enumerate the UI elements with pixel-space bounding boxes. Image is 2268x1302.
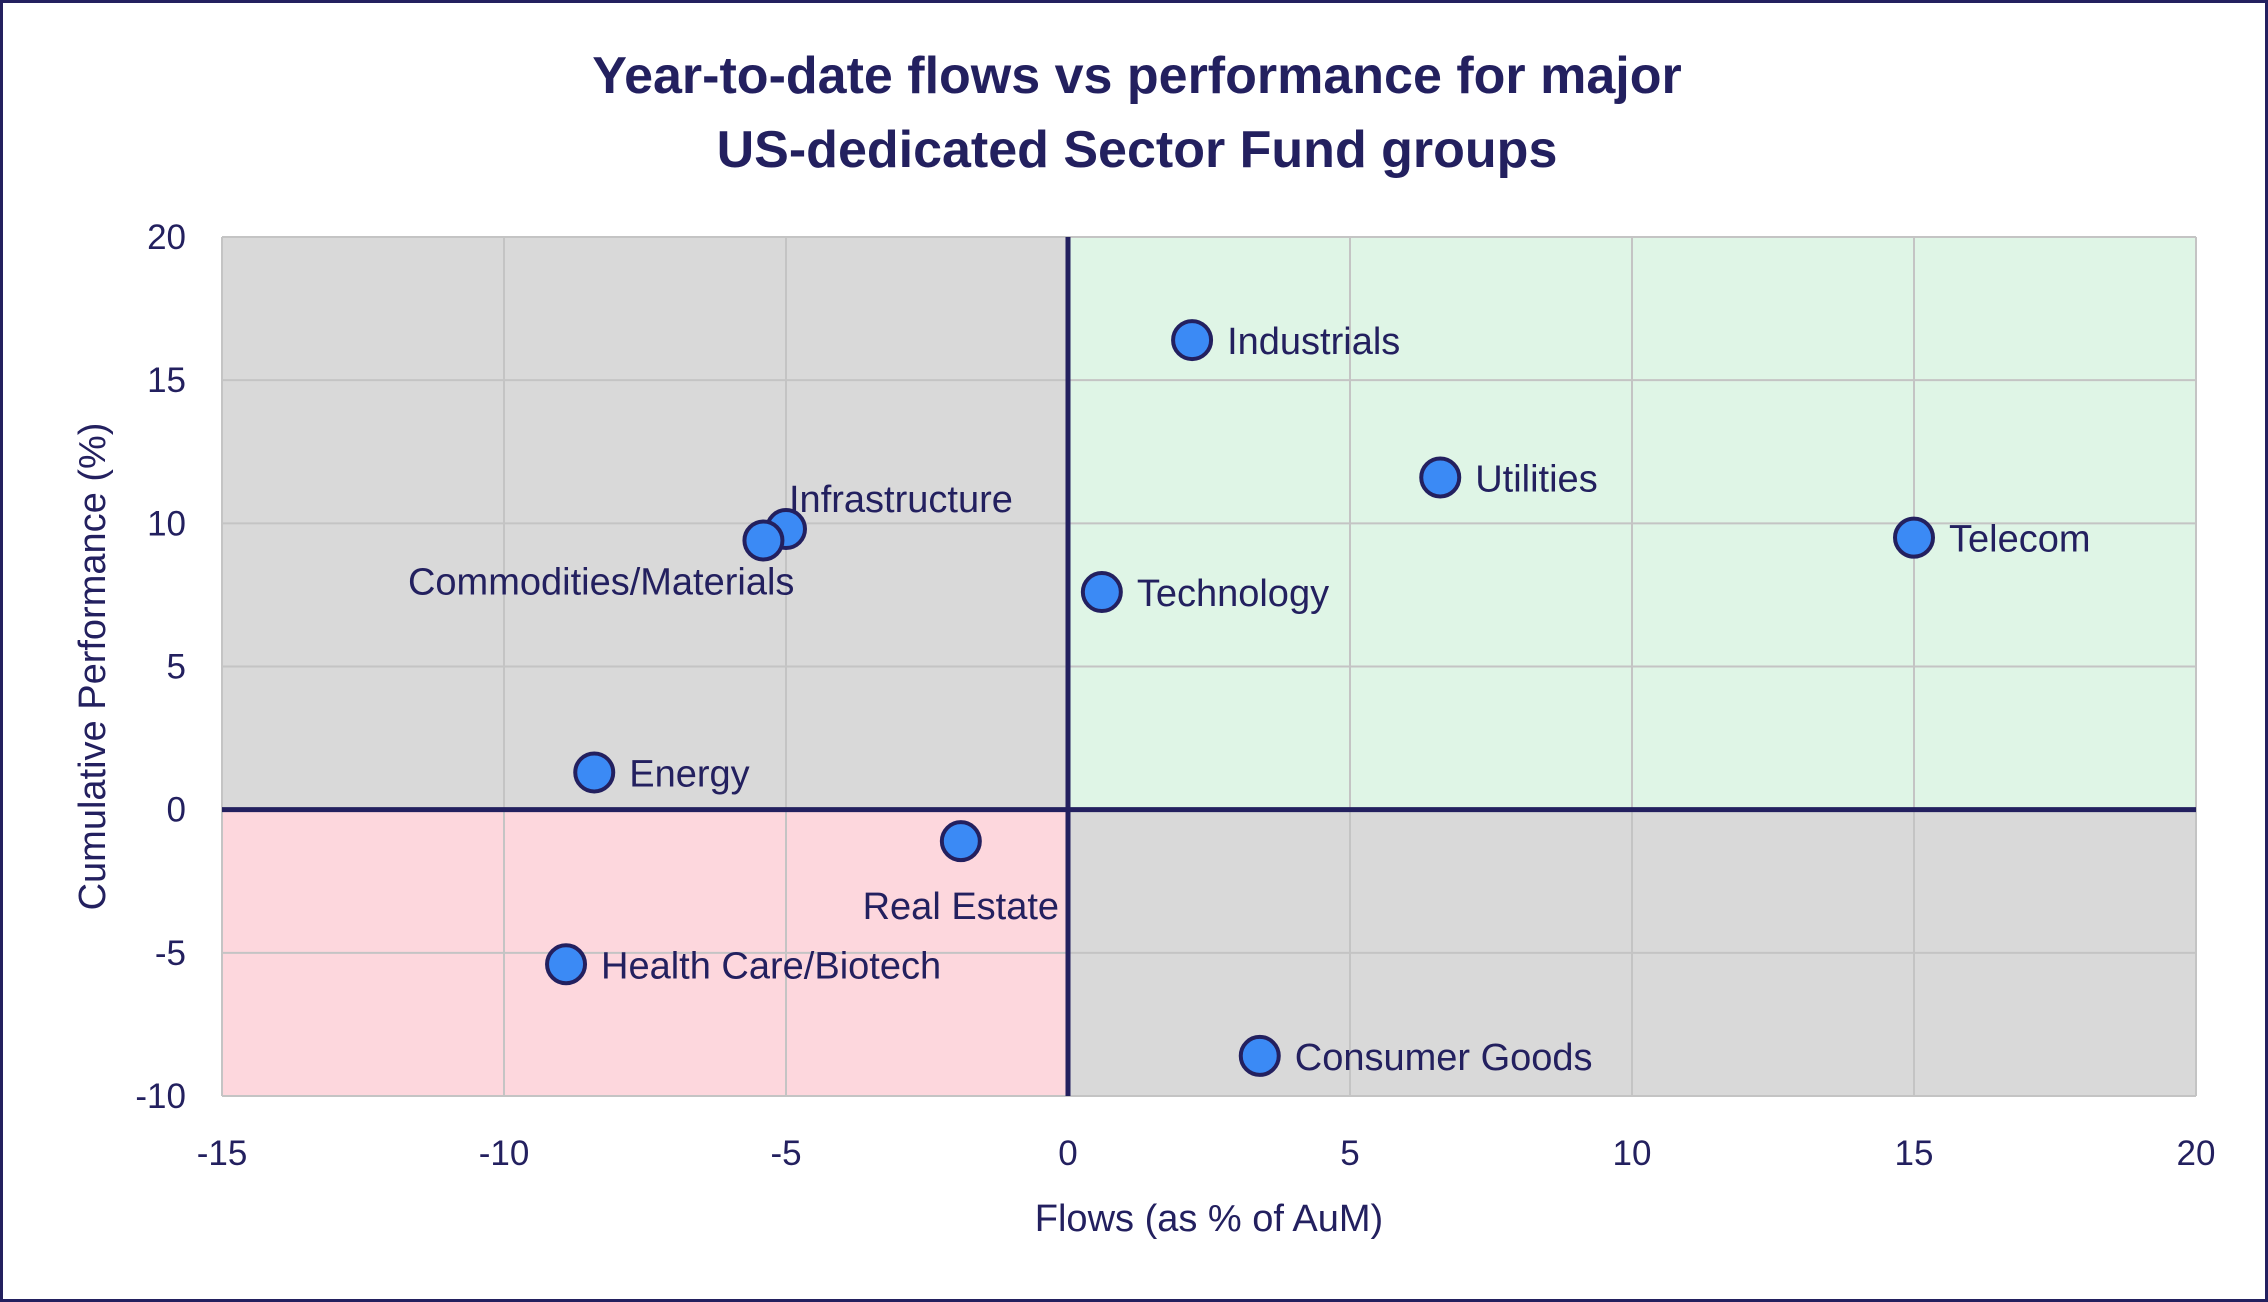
- x-tick-label: -5: [770, 1134, 801, 1173]
- data-point: [939, 820, 982, 863]
- x-tick-label: -15: [197, 1134, 248, 1173]
- data-point: [1171, 319, 1214, 362]
- data-label: Real Estate: [863, 886, 1059, 928]
- scatter-chart: -15 -10 -5 0 5 10 15 20 -10 -5 0 5 10 15 20 Industria…: [72, 218, 2216, 1240]
- data-point: [1238, 1034, 1281, 1077]
- data-label: Telecom: [1949, 519, 2091, 561]
- data-points: [545, 319, 1935, 1077]
- y-tick-label: 15: [147, 361, 186, 400]
- data-point: [1893, 516, 1935, 559]
- x-tick-label: -10: [479, 1134, 530, 1173]
- data-point: [573, 751, 616, 794]
- x-tick-label: 20: [2177, 1134, 2216, 1173]
- x-tick-label: 5: [1340, 1134, 1359, 1173]
- data-label: Industrials: [1227, 321, 1400, 363]
- y-tick-label: -5: [155, 934, 186, 973]
- data-label: Technology: [1137, 573, 1329, 615]
- chart-title: Year-to-date flows vs performance for ma…: [3, 39, 2268, 187]
- x-tick-label: 0: [1058, 1134, 1077, 1173]
- data-label: Energy: [629, 753, 749, 795]
- data-label: Consumer Goods: [1295, 1037, 1593, 1079]
- data-point: [1080, 571, 1123, 614]
- y-tick-label: 10: [147, 504, 186, 543]
- x-tick-labels: -15 -10 -5 0 5 10 15 20: [197, 1134, 2216, 1173]
- x-axis-title: Flows (as % of AuM): [1035, 1198, 1383, 1240]
- y-tick-labels: -10 -5 0 5 10 15 20: [135, 218, 186, 1116]
- data-point: [742, 519, 785, 562]
- zero-axes: [222, 237, 2196, 1096]
- chart-title-line-1: Year-to-date flows vs performance for ma…: [592, 47, 1682, 105]
- data-label: Commodities/Materials: [408, 562, 794, 604]
- data-label: Utilities: [1475, 459, 1597, 501]
- data-label: Infrastructure: [789, 479, 1013, 521]
- x-tick-label: 10: [1613, 1134, 1652, 1173]
- data-labels: Industrials Utilities Telecom Technology Inf…: [408, 321, 2091, 1079]
- data-point: [545, 943, 588, 986]
- chart-title-line-2: US-dedicated Sector Fund groups: [716, 121, 1558, 179]
- y-tick-label: 0: [167, 791, 186, 830]
- y-tick-label: 20: [147, 218, 186, 257]
- data-label: Health Care/Biotech: [601, 945, 941, 987]
- y-tick-label: -10: [135, 1077, 186, 1116]
- y-axis-title: Cumulative Performance (%): [72, 423, 114, 911]
- data-point: [1419, 456, 1462, 499]
- y-tick-label: 5: [167, 648, 186, 687]
- x-tick-label: 15: [1895, 1134, 1934, 1173]
